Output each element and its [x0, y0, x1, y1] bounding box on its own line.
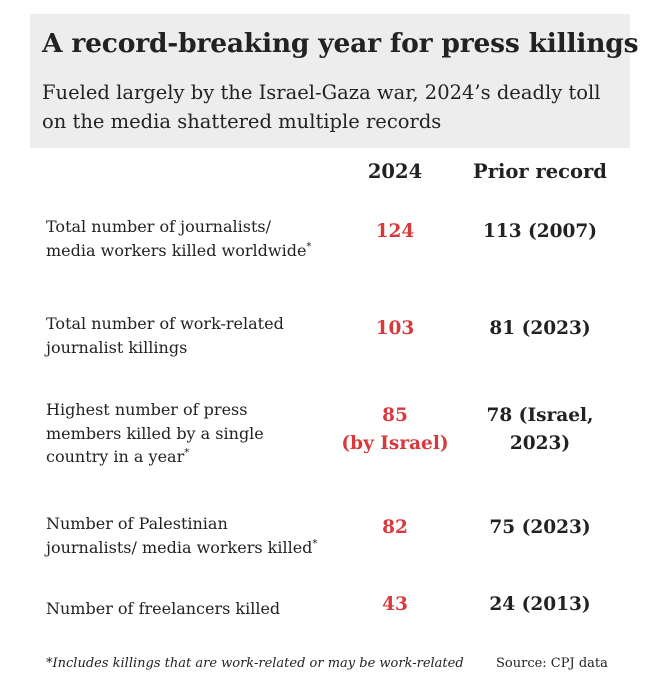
value-2024-number: 85: [382, 405, 408, 426]
value-prior-line: 2023): [509, 433, 571, 454]
value-2024: 43: [382, 594, 408, 615]
row-label-line: Total number of journalists/: [46, 217, 271, 236]
footnote: *Includes killings that are work-related…: [46, 656, 464, 671]
value-2024: 85 (by Israel): [320, 402, 470, 458]
source-credit: Source: CPJ data: [496, 656, 608, 671]
row-label-line: Number of Palestinian: [46, 514, 228, 533]
row-label: Number of Palestinian journalists/ media…: [46, 512, 336, 559]
row-label-line: Number of freelancers killed: [46, 599, 281, 618]
value-prior-line: 78 (Israel,: [486, 405, 594, 426]
value-prior-record: 75 (2023): [489, 517, 591, 538]
column-header-prior-record: Prior record: [473, 160, 607, 183]
row-label: Total number of work-related journalist …: [46, 312, 336, 359]
value-2024: 103: [375, 318, 415, 339]
row-label-line: media workers killed worldwide: [46, 240, 307, 260]
header-panel: A record-breaking year for press killing…: [30, 14, 639, 148]
value-2024: 124: [375, 221, 415, 242]
page-title: A record-breaking year for press killing…: [42, 28, 639, 59]
row-label-line: journalists/ media workers killed: [46, 537, 313, 557]
asterisk-mark: *: [184, 447, 190, 459]
row-label: Highest number of press members killed b…: [46, 398, 336, 469]
row-label-line: country in a year: [46, 447, 185, 466]
row-label: Number of freelancers killed: [46, 597, 336, 621]
asterisk-mark: *: [306, 241, 312, 253]
value-2024-note: (by Israel): [341, 433, 449, 454]
row-label: Total number of journalists/ media worke…: [46, 215, 336, 262]
value-prior-record: 113 (2007): [482, 221, 598, 242]
value-2024: 82: [382, 517, 408, 538]
row-label-line: Highest number of press: [46, 400, 248, 419]
row-label-line: journalist killings: [46, 337, 188, 357]
asterisk-mark: *: [312, 538, 318, 550]
row-label-line: Total number of work-related: [46, 314, 284, 333]
row-label-line: members killed by a single: [46, 423, 264, 443]
value-prior-record: 24 (2013): [489, 594, 591, 615]
value-prior-record: 78 (Israel, 2023): [460, 402, 620, 458]
column-header-2024: 2024: [367, 160, 423, 183]
page-subtitle: Fueled largely by the Israel-Gaza war, 2…: [42, 81, 601, 133]
value-prior-record: 81 (2023): [489, 318, 591, 339]
